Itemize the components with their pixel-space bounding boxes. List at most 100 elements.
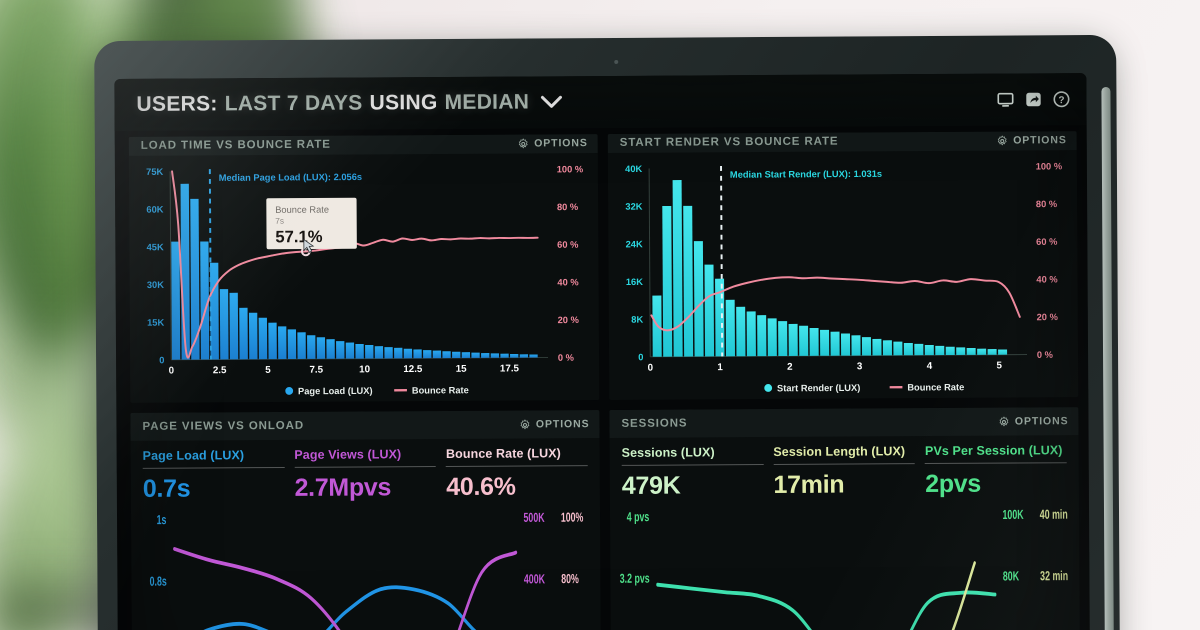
metric-rule xyxy=(446,465,588,467)
svg-text:7s: 7s xyxy=(275,215,284,225)
svg-text:20 %: 20 % xyxy=(558,315,580,325)
svg-text:45K: 45K xyxy=(147,242,164,252)
laptop-device: USERS: LAST 7 DAYS USING MEDIAN xyxy=(94,34,1120,630)
svg-text:1s: 1s xyxy=(157,514,167,528)
svg-text:80 %: 80 % xyxy=(1036,199,1058,209)
metric-rule xyxy=(294,466,437,468)
panel-start-render-vs-bounce-rate: START RENDER VS BOUNCE RATE OPTIONS 0 8K 1… xyxy=(607,131,1079,400)
page-title-range: LAST 7 DAYS xyxy=(224,91,363,116)
svg-text:1: 1 xyxy=(717,362,723,373)
panel-header: SESSIONS OPTIONS xyxy=(609,407,1079,438)
svg-text:2: 2 xyxy=(787,361,793,372)
monitor-icon[interactable] xyxy=(996,91,1014,109)
metric-session-length[interactable]: Session Length (LUX) 17min xyxy=(773,444,916,500)
svg-text:17.5: 17.5 xyxy=(500,363,520,374)
metric-rule xyxy=(773,463,916,465)
metric-value: 479K xyxy=(621,471,681,500)
svg-text:5: 5 xyxy=(265,365,271,376)
panel-title: START RENDER VS BOUNCE RATE xyxy=(619,135,839,150)
chart-start-render-vs-bounce-rate[interactable]: 0 8K 16K 24K 32K 40K 0 % 20 % 40 % 60 % 80 % 100 % 0… xyxy=(608,150,1079,400)
metric-label: Sessions (LUX) xyxy=(621,445,715,460)
svg-text:0.8s: 0.8s xyxy=(150,575,167,589)
metric-pvs-per-session[interactable]: PVs Per Session (LUX) 2pvs xyxy=(925,443,1067,499)
metric-value: 0.7s xyxy=(142,474,191,503)
chevron-down-icon[interactable] xyxy=(540,90,562,114)
panel-page-views-vs-onload: PAGE VIEWS VS ONLOAD OPTIONS Page Load (… xyxy=(130,410,602,630)
svg-text:15K: 15K xyxy=(147,317,164,327)
svg-text:Start Render (LUX): Start Render (LUX) xyxy=(777,383,860,394)
svg-text:100 %: 100 % xyxy=(557,164,584,174)
chart-load-time-vs-bounce-rate[interactable]: 0 15K 30K 45K 60K 75K 0 % 20 % 40 % 60 % 80 % 100 %… xyxy=(129,153,600,403)
page-title-users: USERS: xyxy=(136,92,218,116)
svg-text:15: 15 xyxy=(456,363,468,374)
options-button[interactable]: OPTIONS xyxy=(518,137,588,150)
svg-text:20 %: 20 % xyxy=(1037,312,1059,322)
svg-text:4: 4 xyxy=(927,361,933,372)
gear-icon xyxy=(518,138,529,149)
svg-text:7.5: 7.5 xyxy=(309,364,323,375)
panel-header: START RENDER VS BOUNCE RATE OPTIONS xyxy=(607,131,1077,153)
svg-text:Bounce Rate: Bounce Rate xyxy=(907,382,964,392)
svg-text:16K: 16K xyxy=(626,277,643,287)
svg-text:40K: 40K xyxy=(625,164,642,174)
svg-text:3: 3 xyxy=(857,361,863,372)
metric-rule xyxy=(925,462,1067,465)
svg-text:400K: 400K xyxy=(524,573,545,587)
svg-text:12.5: 12.5 xyxy=(403,364,423,375)
app-header: USERS: LAST 7 DAYS USING MEDIAN xyxy=(114,73,1087,132)
svg-text:Page Load (LUX): Page Load (LUX) xyxy=(298,386,373,396)
svg-text:60K: 60K xyxy=(146,204,163,214)
svg-text:4 pvs: 4 pvs xyxy=(627,511,650,525)
svg-text:?: ? xyxy=(1058,95,1064,106)
svg-text:0: 0 xyxy=(648,362,654,373)
help-icon[interactable]: ? xyxy=(1052,90,1070,108)
page-title-aggregation: MEDIAN xyxy=(444,90,530,114)
svg-text:24K: 24K xyxy=(626,239,643,249)
svg-text:0: 0 xyxy=(159,355,164,365)
metric-page-load[interactable]: Page Load (LUX) 0.7s xyxy=(143,448,285,504)
svg-text:0: 0 xyxy=(169,365,175,376)
svg-text:100%: 100% xyxy=(561,511,584,525)
svg-text:80%: 80% xyxy=(561,573,579,587)
metric-row: Page Load (LUX) 0.7s Page Views (LUX) 2.… xyxy=(131,438,600,504)
metric-label: PVs Per Session (LUX) xyxy=(924,443,1063,459)
panel-chart-area: 0 15K 30K 45K 60K 75K 0 % 20 % 40 % 60 % 80 % 100 %… xyxy=(129,153,600,403)
panel-title: PAGE VIEWS VS ONLOAD xyxy=(142,419,305,433)
svg-text:100K: 100K xyxy=(1002,508,1023,522)
svg-text:0: 0 xyxy=(638,352,643,362)
svg-text:40 %: 40 % xyxy=(1036,274,1058,284)
options-label: OPTIONS xyxy=(1013,134,1067,147)
metric-row: Sessions (LUX) 479K Session Length (LUX)… xyxy=(610,435,1079,501)
metric-label: Page Views (LUX) xyxy=(294,447,402,462)
svg-text:500K: 500K xyxy=(523,511,544,525)
metric-bounce-rate[interactable]: Bounce Rate (LUX) 40.6% xyxy=(446,446,588,502)
svg-text:40 %: 40 % xyxy=(557,277,579,287)
metric-sessions[interactable]: Sessions (LUX) 479K xyxy=(622,445,764,501)
svg-text:40 min: 40 min xyxy=(1040,508,1068,522)
svg-text:2.5: 2.5 xyxy=(213,365,227,376)
svg-text:60 %: 60 % xyxy=(557,239,579,249)
metric-value: 2pvs xyxy=(925,469,982,499)
metric-page-views[interactable]: Page Views (LUX) 2.7Mpvs xyxy=(294,447,437,503)
svg-text:32K: 32K xyxy=(625,201,642,211)
page-title[interactable]: USERS: LAST 7 DAYS USING MEDIAN xyxy=(136,90,562,117)
svg-text:57.1%: 57.1% xyxy=(275,227,323,246)
dashboard-grid: LOAD TIME VS BOUNCE RATE OPTIONS 0 15K 30K… xyxy=(115,125,1090,630)
gear-icon xyxy=(520,418,531,430)
metric-rule xyxy=(142,466,285,469)
panel-title: LOAD TIME VS BOUNCE RATE xyxy=(140,139,331,153)
laptop-right-edge xyxy=(1101,86,1114,630)
options-label: OPTIONS xyxy=(535,418,590,431)
gear-icon xyxy=(997,135,1008,146)
share-icon[interactable] xyxy=(1024,90,1042,108)
options-button[interactable]: OPTIONS xyxy=(997,135,1067,147)
panel-header: PAGE VIEWS VS ONLOAD OPTIONS xyxy=(130,410,600,441)
options-button[interactable]: OPTIONS xyxy=(999,415,1068,428)
options-button[interactable]: OPTIONS xyxy=(520,418,590,430)
laptop-screen: USERS: LAST 7 DAYS USING MEDIAN xyxy=(114,73,1090,630)
